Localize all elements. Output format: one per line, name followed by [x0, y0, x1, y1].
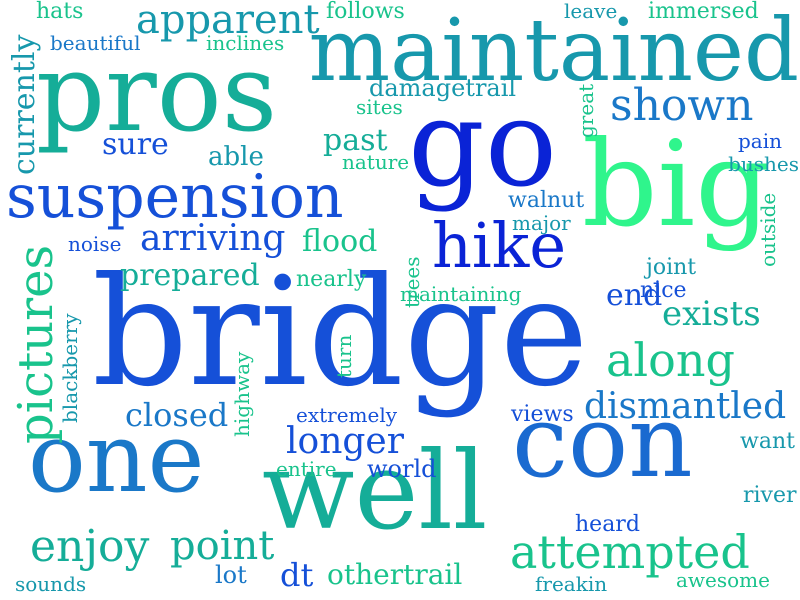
word-sites: sites [356, 95, 403, 119]
word-able: able [208, 142, 264, 172]
word-end: end [606, 278, 663, 313]
word-want: want [740, 429, 795, 454]
word-con: con [512, 383, 693, 500]
word-pain: pain [738, 129, 783, 153]
word-enjoy: enjoy [30, 521, 150, 572]
word-hike: hike [432, 209, 567, 282]
word-pros: pros [36, 31, 278, 156]
word-one: one [28, 402, 205, 514]
word-great: great [574, 83, 598, 138]
word-lot: lot [215, 561, 247, 589]
word-beautiful: beautiful [50, 31, 141, 55]
word-leave: leave [564, 0, 618, 23]
word-bridge: bridge [92, 246, 589, 420]
word-awesome: awesome [676, 568, 770, 592]
word-attempted: attempted [510, 525, 750, 579]
word-nearly: nearly [296, 267, 367, 292]
word-extremely: extremely [296, 403, 398, 427]
word-major: major [512, 211, 571, 235]
word-follows: follows [326, 0, 405, 24]
word-views: views [511, 402, 574, 427]
word-blackberry: blackberry [58, 313, 82, 423]
word-flood: flood [302, 224, 378, 259]
word-othertrail: othertrail [327, 558, 463, 591]
word-highway: highway [230, 351, 254, 437]
word-suspension: suspension [6, 162, 344, 232]
word-big: big [582, 115, 771, 253]
word-well: well [262, 429, 488, 554]
word-sure: sure [102, 127, 169, 162]
word-freakin: freakin [535, 572, 608, 596]
word-turn: turn [332, 334, 356, 378]
word-hats: hats [36, 0, 84, 24]
word-dt: dt [280, 556, 314, 594]
word-apparent: apparent [136, 0, 320, 43]
word-inclines: inclines [206, 31, 285, 55]
word-nature: nature [342, 150, 410, 174]
word-point: point [170, 523, 275, 569]
word-dismantled: dismantled [584, 386, 787, 427]
word-past: past [323, 123, 388, 158]
word-joint: joint [646, 255, 697, 280]
word-immersed: immersed [648, 0, 759, 24]
word-maintaining: maintaining [400, 282, 522, 306]
word-exists: exists [662, 294, 761, 334]
word-prepared: prepared [120, 258, 260, 293]
word-noise: noise [68, 232, 122, 256]
word-shown: shown [610, 80, 754, 131]
word-bushes: bushes [728, 152, 799, 176]
word-arriving: arriving [140, 218, 286, 259]
word-currently: currently [7, 34, 42, 175]
word-longer: longer [286, 421, 404, 462]
word-along: along [606, 333, 735, 387]
word-heard: heard [575, 512, 640, 537]
word-go: go [408, 75, 558, 214]
word-nice: nice [640, 278, 687, 303]
word-sounds: sounds [15, 572, 87, 596]
word-river: river [743, 483, 797, 508]
word-world: world [367, 455, 437, 483]
word-damagetrail: damagetrail [369, 74, 517, 102]
word-maintained: maintained [308, 1, 799, 101]
word-outside: outside [756, 192, 780, 267]
word-entire: entire [276, 457, 337, 481]
word-closed: closed [125, 396, 229, 434]
word-walnut: walnut [508, 188, 585, 213]
word-pictures: pictures [8, 244, 64, 444]
